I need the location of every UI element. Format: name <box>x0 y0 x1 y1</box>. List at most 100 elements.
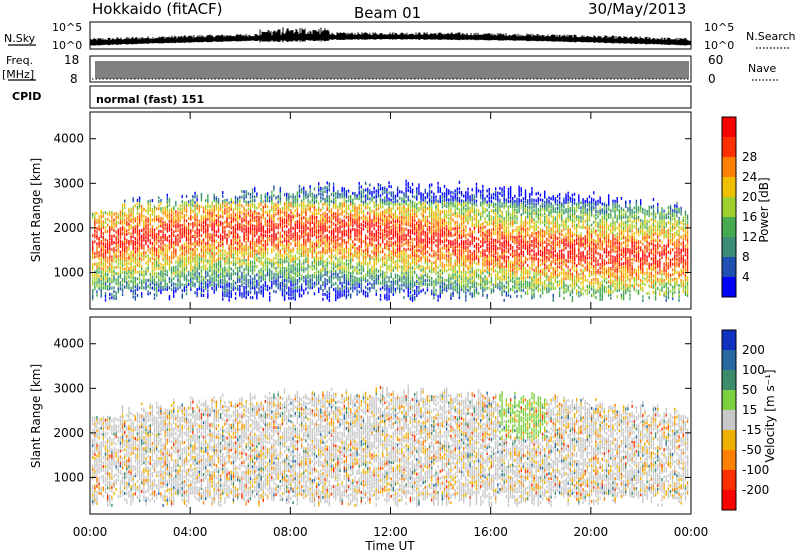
range-gate-cell <box>232 269 235 273</box>
range-gate-cell <box>102 223 105 227</box>
range-gate-cell <box>322 292 324 296</box>
range-gate-cell <box>232 256 235 260</box>
range-gate-cell <box>222 235 224 239</box>
range-gate-cell <box>243 291 245 295</box>
range-gate-cell <box>98 284 100 288</box>
range-gate-cell <box>401 210 403 214</box>
range-gate-cell <box>349 276 352 280</box>
range-gate-cell <box>394 281 397 285</box>
range-gate-cell <box>168 197 171 201</box>
range-gate-cell <box>303 291 305 295</box>
range-gate-cell <box>369 254 371 258</box>
range-gate-cell <box>187 251 190 255</box>
range-gate-cell <box>160 262 162 266</box>
range-gate-cell <box>381 272 384 276</box>
range-gate-cell <box>170 283 173 287</box>
range-gate-cell <box>324 277 326 281</box>
range-gate-cell <box>194 244 196 248</box>
range-gate-cell <box>318 270 320 274</box>
range-gate-cell <box>354 283 356 287</box>
range-gate-cell <box>175 254 177 258</box>
range-gate-cell <box>164 262 166 266</box>
range-gate-cell <box>236 257 239 261</box>
nsearch-top: 10^5 <box>704 21 734 34</box>
range-gate-cell <box>168 203 171 207</box>
range-gate-cell <box>311 198 314 202</box>
range-gate-cell <box>145 272 147 276</box>
range-gate-cell <box>226 241 228 245</box>
range-gate-cell <box>392 241 395 245</box>
range-gate-cell <box>222 212 224 216</box>
range-gate-cell <box>153 268 156 272</box>
range-gate-cell <box>399 254 401 258</box>
range-gate-cell <box>230 292 232 296</box>
range-gate-cell <box>339 193 341 197</box>
range-gate-cell <box>230 231 232 235</box>
range-gate-cell <box>330 279 333 283</box>
range-gate-cell <box>138 273 141 277</box>
range-gate-cell <box>369 287 371 291</box>
range-gate-cell <box>173 220 175 224</box>
range-gate-cell <box>260 222 262 226</box>
range-gate-cell <box>335 198 337 202</box>
range-gate-cell <box>373 204 375 208</box>
range-gate-cell <box>271 220 273 224</box>
range-gate-cell <box>149 272 151 276</box>
range-gate-cell <box>328 184 331 188</box>
range-gate-cell <box>207 259 209 263</box>
range-gate-cell <box>213 263 215 267</box>
range-gate-cell <box>271 216 273 220</box>
range-gate-cell <box>335 265 337 269</box>
range-gate-cell <box>115 254 117 258</box>
range-gate-cell <box>260 219 262 223</box>
range-gate-cell <box>226 233 228 237</box>
range-gate-cell <box>307 256 309 260</box>
range-gate-cell <box>162 254 164 258</box>
range-gate-cell <box>141 279 143 283</box>
range-gate-cell <box>217 262 220 266</box>
range-gate-cell <box>224 256 226 260</box>
range-gate-cell <box>245 276 247 280</box>
range-gate-cell <box>356 212 358 216</box>
range-gate-cell <box>179 285 181 289</box>
range-gate-cell <box>98 257 100 261</box>
range-gate-cell <box>128 253 130 257</box>
range-gate-cell <box>177 267 179 271</box>
range-gate-cell <box>358 248 360 252</box>
range-gate-cell <box>271 214 273 218</box>
range-gate-cell <box>403 281 405 285</box>
range-gate-cell <box>211 211 213 215</box>
range-gate-cell <box>119 235 122 239</box>
range-gate-cell <box>279 257 282 261</box>
range-gate-cell <box>136 257 139 261</box>
range-gate-cell <box>181 283 183 287</box>
range-gate-cell <box>241 223 243 227</box>
range-gate-cell <box>170 288 173 292</box>
range-gate-cell <box>96 290 98 294</box>
range-gate-cell <box>106 242 109 246</box>
range-gate-cell <box>153 210 156 214</box>
range-gate-cell <box>102 249 105 253</box>
range-gate-cell <box>258 287 260 291</box>
range-gate-cell <box>113 276 115 280</box>
range-gate-cell <box>345 192 348 196</box>
range-gate-cell <box>236 233 239 237</box>
range-gate-cell <box>369 189 371 193</box>
range-gate-cell <box>147 290 149 294</box>
range-gate-cell <box>300 231 303 235</box>
range-gate-cell <box>249 254 252 258</box>
range-gate-cell <box>194 230 196 234</box>
range-gate-cell <box>213 281 215 285</box>
range-gate-cell <box>375 262 377 266</box>
range-gate-cell <box>239 287 241 291</box>
range-gate-cell <box>245 233 247 237</box>
range-gate-cell <box>181 215 183 219</box>
range-gate-cell <box>390 272 392 276</box>
range-gate-cell <box>205 227 207 231</box>
range-gate-cell <box>234 207 237 211</box>
range-gate-cell <box>239 235 241 239</box>
range-gate-cell <box>151 275 154 279</box>
range-gate-cell <box>190 215 192 219</box>
range-gate-cell <box>283 252 286 256</box>
range-gate-cell <box>160 270 162 274</box>
